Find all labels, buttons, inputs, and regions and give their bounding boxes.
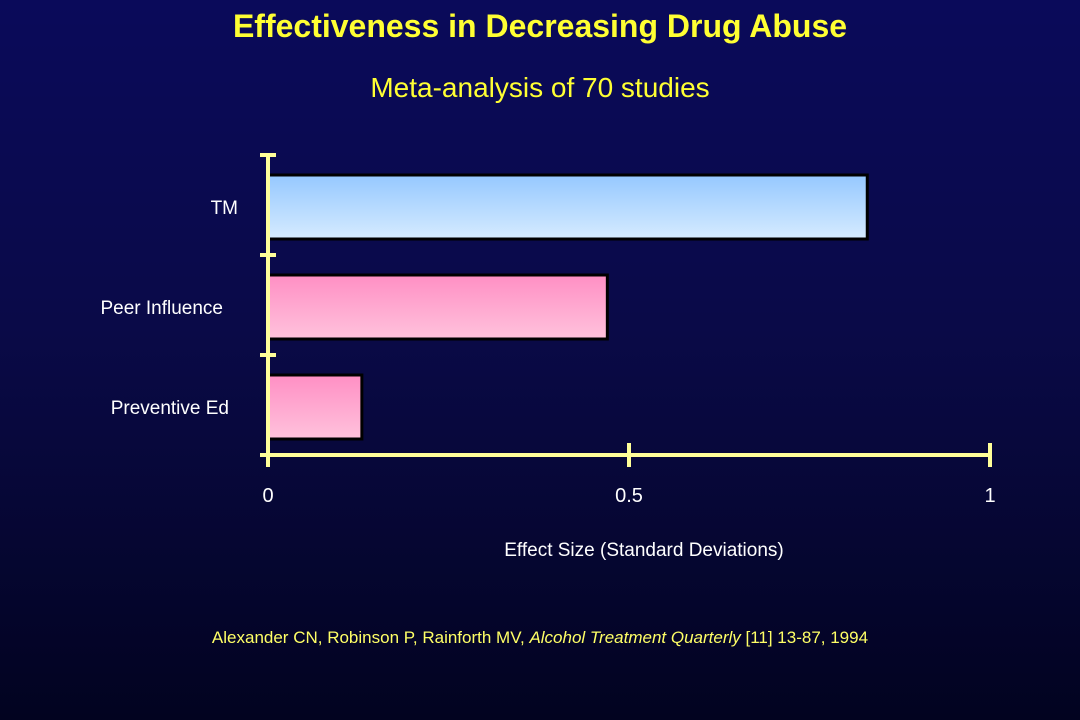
bar-chart: TM Peer Influence Preventive Ed 0 0.5 1 Effec… — [100, 153, 996, 561]
x-tick-label: 0 — [262, 485, 273, 507]
bar-preventive-ed — [266, 373, 364, 441]
page-title: Effectiveness in Decreasing Drug Abuse — [232, 8, 848, 44]
citation-authors: Alexander CN, Robinson P, Rainforth MV, — [211, 628, 530, 647]
x-tick-label: 1 — [984, 485, 995, 507]
category-label: Preventive Ed — [111, 398, 229, 419]
category-label: Peer Influence — [100, 298, 223, 319]
bar-peer-influence — [266, 273, 609, 341]
citation: Alexander CN, Robinson P, Rainforth MV, … — [0, 628, 1080, 648]
page-subtitle: Meta-analysis of 70 studies — [370, 72, 710, 103]
bars-layer — [266, 173, 869, 441]
axes: TM Peer Influence Preventive Ed 0 0.5 1 — [100, 153, 996, 507]
citation-details: [11] 13-87, 1994 — [740, 628, 869, 647]
citation-journal: Alcohol Treatment Quarterly — [529, 628, 741, 647]
x-tick-label: 0.5 — [615, 485, 643, 507]
x-axis-title: Effect Size (Standard Deviations) — [504, 540, 784, 561]
category-label: TM — [211, 198, 238, 219]
bar-tm — [266, 173, 869, 241]
